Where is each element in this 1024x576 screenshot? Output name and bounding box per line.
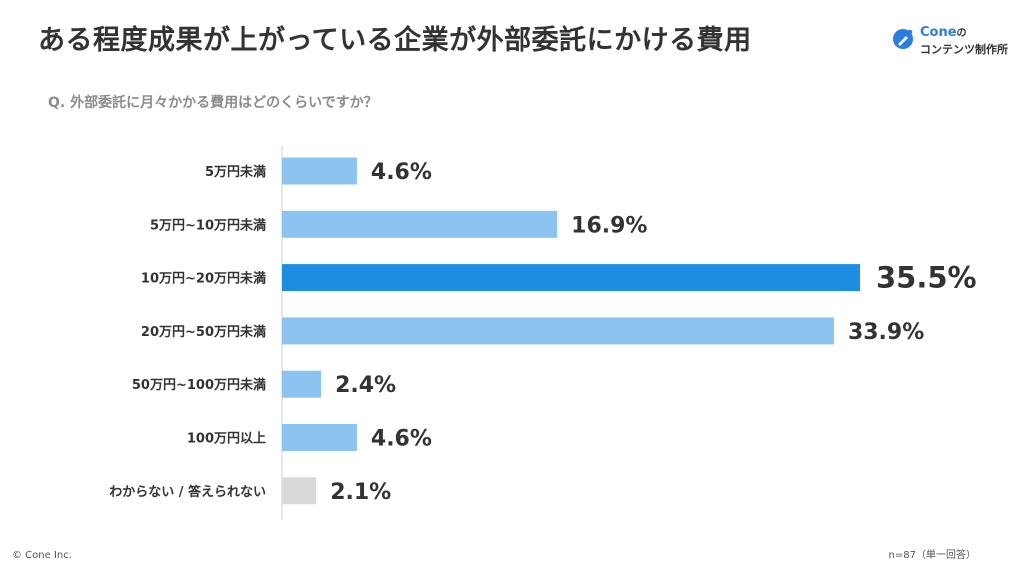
category-label: 5万円未満 (205, 164, 266, 180)
bar (282, 157, 357, 185)
value-label: 35.5% (876, 261, 977, 295)
bar (282, 317, 834, 345)
category-label: 20万円~50万円未満 (141, 324, 266, 340)
chart-title: ある程度成果が上がっている企業が外部委託にかける費用 (38, 25, 752, 56)
category-label: 50万円~100万円未満 (132, 377, 266, 393)
sample-size-note: n=87（単一回答） (888, 550, 976, 561)
bar (282, 477, 317, 505)
bar-chart: 5万円未満 4.6% 5万円~10万円未満 16.9% 10万円~20万円未満 35.5%… (109, 146, 977, 520)
bar (282, 210, 558, 238)
brand-name-main: Cone (920, 25, 957, 40)
brand-logo: Coneの コンテンツ制作所 (892, 22, 1012, 58)
brand-name-suffix: の (956, 28, 967, 39)
copyright: © Cone Inc. (12, 550, 72, 561)
value-label: 2.1% (330, 480, 391, 505)
bar (282, 424, 357, 451)
brand-name: Coneの (920, 24, 967, 40)
value-label: 2.4% (335, 373, 396, 398)
value-label: 16.9% (571, 213, 647, 238)
value-label: 4.6% (371, 160, 432, 185)
brand-subtitle: コンテンツ制作所 (920, 43, 1008, 56)
category-label: 100万円以上 (187, 432, 266, 447)
value-label: 33.9% (848, 320, 924, 345)
bar (282, 264, 860, 292)
category-label: 5万円~10万円未満 (150, 217, 266, 233)
category-label: 10万円~20万円未満 (141, 271, 266, 287)
bar (282, 370, 322, 398)
pen-circle-icon (893, 29, 913, 49)
value-label: 4.6% (371, 427, 432, 452)
survey-question: Q. 外部委託に月々かかる費用はどのくらいですか？ (48, 95, 378, 111)
category-label: わからない / 答えられない (109, 484, 266, 500)
